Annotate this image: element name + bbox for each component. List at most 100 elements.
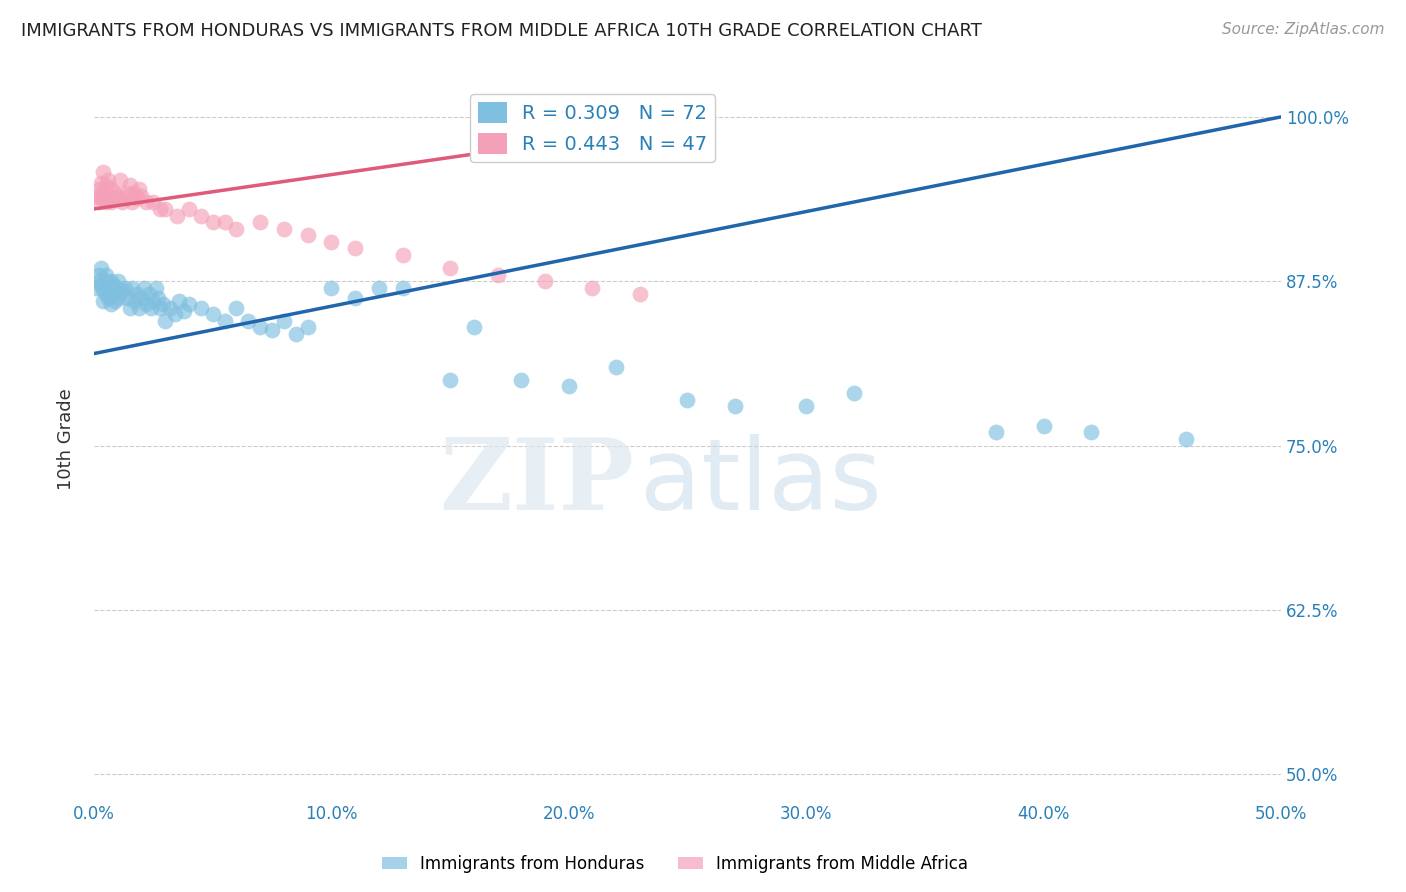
Point: [125, 191, 148, 205]
Point: [139, 301, 162, 315]
Point: [100, 195, 122, 210]
Point: [135, 195, 157, 210]
Point: [249, 215, 271, 229]
Point: [628, 287, 651, 301]
Point: [984, 425, 1007, 440]
Text: atlas: atlas: [640, 434, 882, 531]
Point: [605, 359, 627, 374]
Point: [177, 296, 200, 310]
Point: [794, 399, 817, 413]
Point: [214, 314, 236, 328]
Point: [166, 209, 188, 223]
Point: [142, 293, 165, 308]
Point: [249, 320, 271, 334]
Point: [163, 307, 186, 321]
Point: [724, 399, 747, 413]
Point: [1080, 425, 1102, 440]
Point: [108, 173, 131, 187]
Point: [439, 261, 461, 276]
Point: [104, 281, 127, 295]
Point: [93, 165, 115, 179]
Point: [581, 281, 603, 295]
Point: [108, 287, 131, 301]
Point: [94, 274, 117, 288]
Point: [1032, 418, 1054, 433]
Point: [297, 228, 319, 243]
Point: [225, 221, 247, 235]
Point: [104, 186, 127, 201]
Point: [118, 301, 141, 315]
Point: [93, 293, 115, 308]
Point: [842, 386, 865, 401]
Point: [131, 291, 153, 305]
Point: [558, 379, 581, 393]
Point: [142, 195, 165, 210]
Point: [169, 293, 191, 308]
Point: [321, 281, 343, 295]
Text: Source: ZipAtlas.com: Source: ZipAtlas.com: [1222, 22, 1385, 37]
Point: [115, 186, 138, 201]
Point: [344, 241, 367, 255]
Point: [124, 293, 146, 308]
Point: [152, 296, 174, 310]
Point: [97, 173, 120, 187]
Point: [87, 195, 110, 210]
Point: [153, 202, 176, 216]
Point: [107, 188, 129, 202]
Point: [260, 323, 283, 337]
Point: [100, 182, 122, 196]
Point: [87, 274, 110, 288]
Point: [510, 373, 533, 387]
Point: [145, 281, 167, 295]
Point: [439, 373, 461, 387]
Point: [118, 178, 141, 193]
Point: [138, 287, 160, 301]
Point: [344, 291, 367, 305]
Point: [114, 191, 136, 205]
Point: [100, 274, 122, 288]
Point: [121, 195, 143, 210]
Point: [128, 182, 150, 196]
Point: [297, 320, 319, 334]
Point: [190, 209, 212, 223]
Point: [463, 320, 485, 334]
Point: [676, 392, 699, 407]
Point: [124, 186, 146, 201]
Point: [84, 188, 107, 202]
Point: [94, 178, 117, 193]
Point: [321, 235, 343, 249]
Point: [367, 281, 389, 295]
Point: [90, 176, 112, 190]
Point: [149, 301, 172, 315]
Point: [238, 314, 260, 328]
Point: [391, 281, 413, 295]
Point: [173, 304, 195, 318]
Point: [534, 274, 557, 288]
Y-axis label: 10th Grade: 10th Grade: [58, 388, 75, 490]
Point: [107, 291, 129, 305]
Point: [94, 268, 117, 282]
Point: [94, 287, 117, 301]
Legend: Immigrants from Honduras, Immigrants from Middle Africa: Immigrants from Honduras, Immigrants fro…: [375, 848, 974, 880]
Point: [153, 314, 176, 328]
Point: [104, 293, 127, 308]
Point: [84, 281, 107, 295]
Point: [128, 301, 150, 315]
Point: [93, 284, 115, 298]
Point: [87, 182, 110, 196]
Point: [391, 248, 413, 262]
Point: [149, 202, 172, 216]
Point: [486, 268, 509, 282]
Point: [101, 278, 124, 293]
Point: [121, 281, 143, 295]
Point: [87, 268, 110, 282]
Point: [273, 221, 295, 235]
Legend: R = 0.309   N = 72, R = 0.443   N = 47: R = 0.309 N = 72, R = 0.443 N = 47: [470, 95, 716, 162]
Point: [284, 326, 307, 341]
Point: [132, 281, 155, 295]
Point: [101, 287, 124, 301]
Text: IMMIGRANTS FROM HONDURAS VS IMMIGRANTS FROM MIDDLE AFRICA 10TH GRADE CORRELATION: IMMIGRANTS FROM HONDURAS VS IMMIGRANTS F…: [21, 22, 981, 40]
Point: [94, 195, 117, 210]
Point: [225, 301, 247, 315]
Point: [135, 296, 157, 310]
